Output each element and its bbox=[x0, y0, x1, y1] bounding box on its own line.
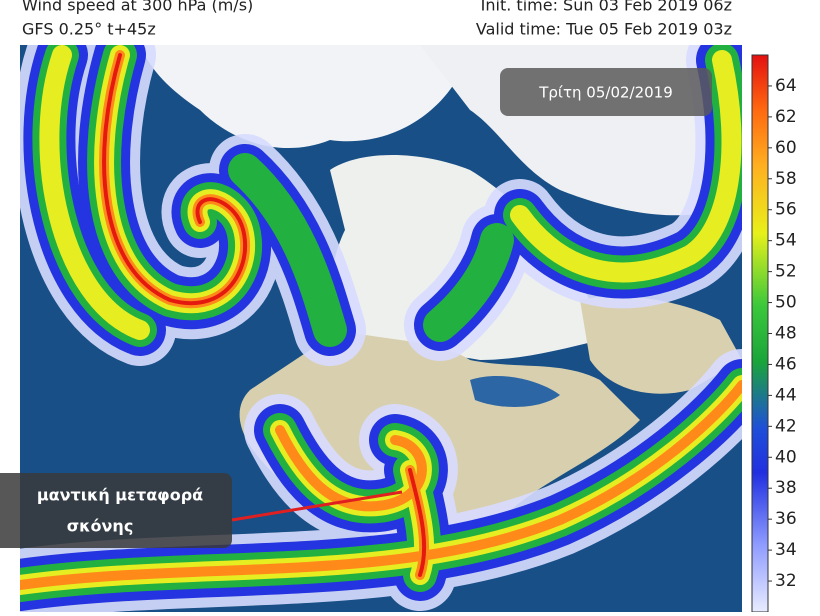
date-label-box bbox=[500, 68, 712, 116]
colorbar-tick-label: 52 bbox=[775, 262, 797, 282]
colorbar-tick-label: 60 bbox=[775, 138, 797, 158]
colorbar-tick-label: 32 bbox=[775, 571, 797, 591]
annotation-arrow bbox=[231, 490, 403, 522]
colorbar-tick-label: 58 bbox=[775, 169, 797, 189]
colorbar-gradient bbox=[751, 54, 769, 613]
header-right-line: Init. time: Sun 03 Feb 2019 06z bbox=[481, 0, 732, 15]
header-left-line: GFS 0.25° t+45z bbox=[22, 20, 156, 39]
colorbar-tick-label: 38 bbox=[775, 478, 797, 498]
date-label: Τρίτη 05/02/2019 bbox=[538, 84, 673, 102]
colorbar-tick-label: 42 bbox=[775, 416, 797, 436]
colorbar-tick-label: 54 bbox=[775, 231, 797, 251]
colorbar-tick-label: 64 bbox=[775, 76, 797, 96]
colorbar-tick-label: 48 bbox=[775, 324, 797, 344]
colorbar-tick-label: 44 bbox=[775, 385, 797, 405]
colorbar-tick-label: 36 bbox=[775, 509, 797, 529]
header-left-line: Wind speed at 300 hPa (m/s) bbox=[22, 0, 253, 15]
annotation-line: σκόνης bbox=[67, 517, 134, 536]
annotation-line: μαντική μεταφορά bbox=[37, 486, 203, 505]
colorbar: 64 62 60 58 56 54 52 50 48 46 44 42 40 38 36 34 32 bbox=[751, 54, 797, 613]
colorbar-tick-label: 62 bbox=[775, 107, 797, 127]
colorbar-tick-label: 50 bbox=[775, 293, 797, 313]
annotation-box bbox=[0, 473, 232, 548]
colorbar-tick-label: 40 bbox=[775, 447, 797, 467]
colorbar-tick-label: 34 bbox=[775, 540, 797, 560]
header-right-line: Valid time: Tue 05 Feb 2019 03z bbox=[476, 20, 732, 39]
colorbar-tick-label: 46 bbox=[775, 354, 797, 374]
colorbar-tick-label: 56 bbox=[775, 200, 797, 220]
